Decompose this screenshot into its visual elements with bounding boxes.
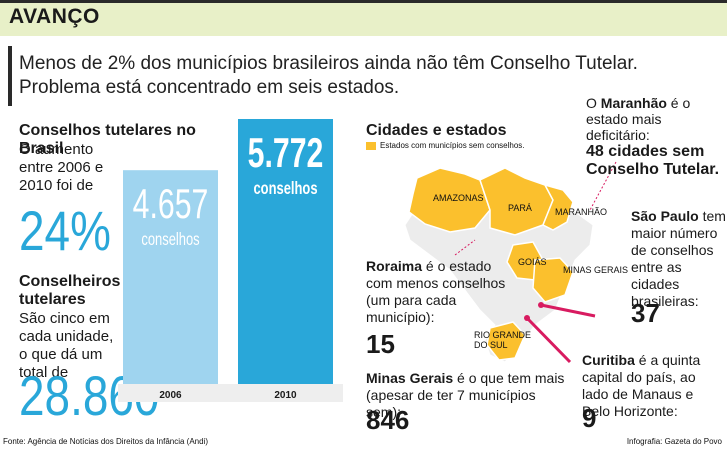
state-minas-gerais <box>532 257 574 303</box>
map-title: Cidades e estados <box>366 122 507 139</box>
legend-swatch <box>366 142 376 150</box>
section-title: AVANÇO <box>9 5 100 28</box>
councils-title: Conselhos tutelares no Brasil <box>19 122 196 157</box>
bar-unit-label-2006: conselhos <box>141 230 199 250</box>
bar-unit-label-2010: conselhos <box>253 179 317 199</box>
credit-note: Infografia: Gazeta do Povo <box>626 437 722 446</box>
state-rio-grande-do-sul <box>486 321 526 361</box>
bar-value-label-2010: 5.772 <box>248 129 324 176</box>
source-note: Fonte: Agência de Notícias dos Direitos … <box>3 437 208 446</box>
category-label-2010: 2010 <box>274 390 297 401</box>
note-minas: Minas Gerais é o que tem mais (apesar de… <box>366 370 565 420</box>
brazil-map <box>404 167 594 363</box>
increase-percent: 24% <box>19 199 111 262</box>
chart-axis-band <box>118 384 343 402</box>
note-curitiba: Curitiba é a quinta capital do país, ao … <box>582 352 701 419</box>
map-label-goias: GOIÁS <box>518 257 547 267</box>
intro-text: Menos de 2% dos municípios brasileiros a… <box>19 53 638 98</box>
map-label-minas-gerais: MINAS GERAIS <box>563 265 629 275</box>
bar-2010 <box>238 119 333 384</box>
counselors-text: São cinco em cada unidade, o que dá um t… <box>19 310 114 381</box>
map-label-maranhao: MARANHÃO <box>555 207 608 217</box>
state-maranhao <box>542 183 574 231</box>
minas-value: 846 <box>366 405 410 435</box>
map-label-amazonas: AMAZONAS <box>433 193 484 203</box>
section-header <box>0 0 727 36</box>
curitiba-value: 9 <box>582 403 597 433</box>
sao-paulo-value: 37 <box>631 298 660 328</box>
note-maranhao: O Maranhão é o estado mais deficitário: … <box>586 95 720 178</box>
category-label-2006: 2006 <box>159 390 182 401</box>
note-roraima: Roraima é o estado com menos conselhos (… <box>366 258 506 325</box>
counselors-title: Conselheiros tutelares <box>19 273 121 308</box>
roraima-value: 15 <box>366 329 395 359</box>
legend-label: Estados com municípios sem conselhos. <box>380 141 525 150</box>
map-label-para: PARÁ <box>508 203 532 213</box>
state-amazonas <box>408 167 491 233</box>
bar-value-label-2006: 4.657 <box>133 180 209 227</box>
councils-text: O aumento entre 2006 e 2010 foi de <box>19 141 104 194</box>
bar-2006 <box>123 170 218 384</box>
councils-bar-chart: 4.657 conselhos 2006 5.772 conselhos 2010 <box>118 119 343 402</box>
intro-accent-bar <box>8 46 12 106</box>
map-label-rio-grande-do-sul: RIO GRANDE DO SUL <box>474 330 532 350</box>
note-sao-paulo: São Paulo tem maior número de conselhos … <box>631 208 726 309</box>
